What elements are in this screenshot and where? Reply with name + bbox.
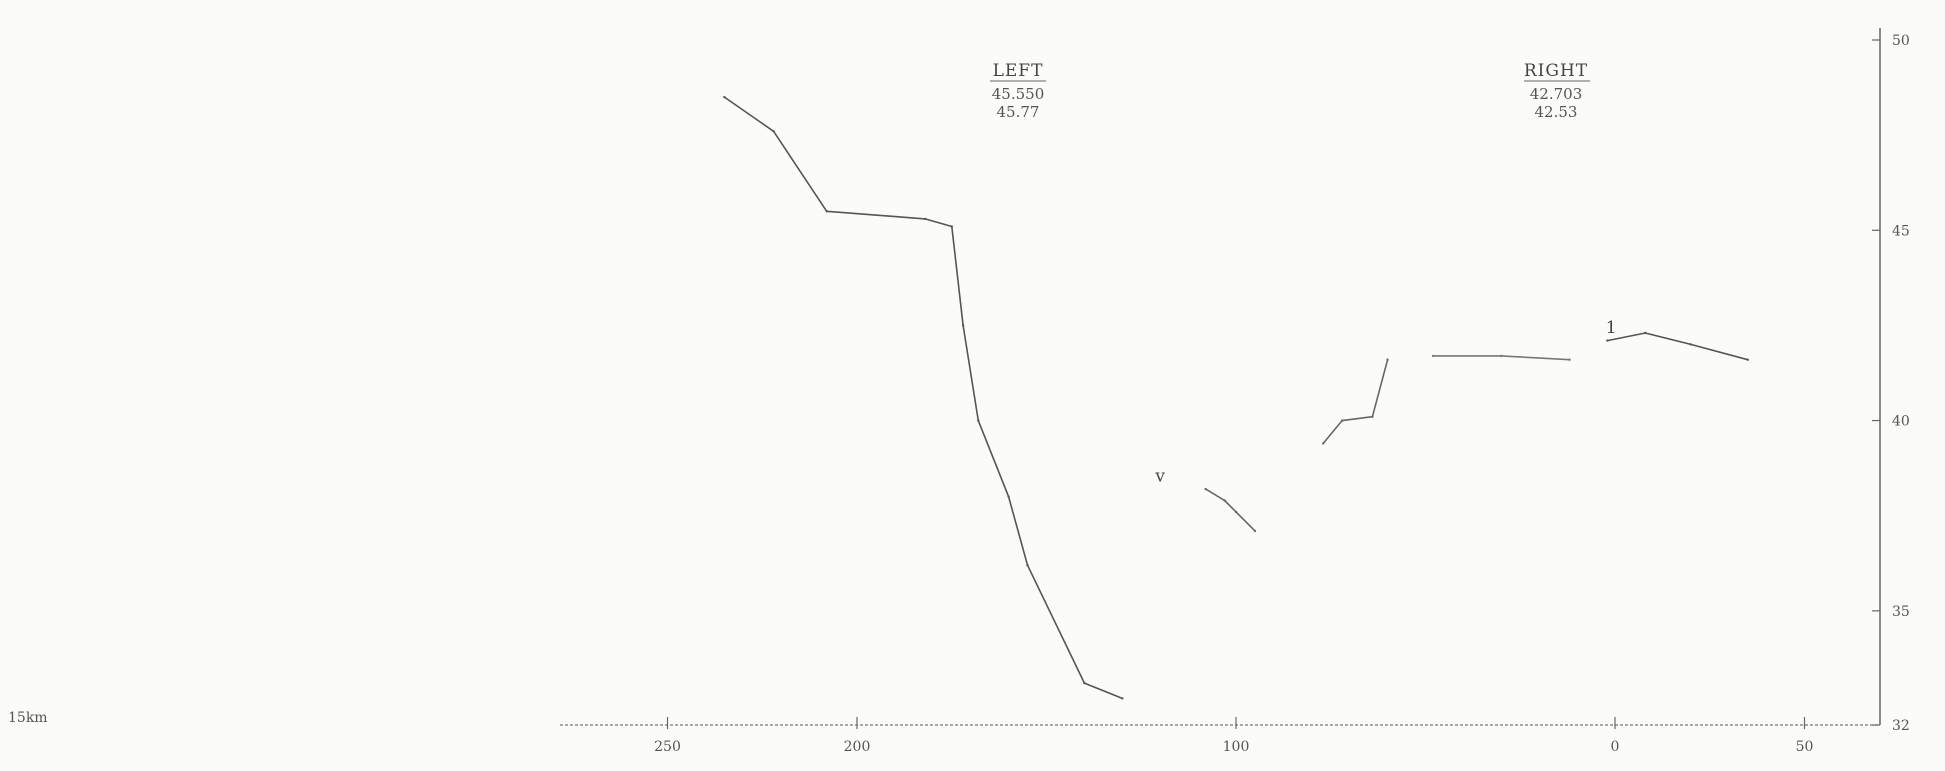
annotation-layer: v1 <box>1154 318 1616 486</box>
y-tick-label: 35 <box>1892 604 1910 620</box>
series-point <box>1371 415 1374 418</box>
series-point <box>950 225 953 228</box>
y-tick-label: 50 <box>1892 33 1910 49</box>
series-point <box>1500 354 1503 358</box>
x-tick-label: 0 <box>1611 739 1620 755</box>
x-tick-label: 100 <box>1223 739 1250 755</box>
legend-left-value-1: 45.550 <box>992 85 1045 103</box>
series-point <box>1606 339 1609 342</box>
x-tick-label: 250 <box>654 739 681 755</box>
series-point <box>1340 419 1344 422</box>
annotation-label: v <box>1154 466 1165 486</box>
legend-left-value-2: 45.77 <box>997 103 1040 121</box>
series-point <box>1234 510 1238 514</box>
x-ticks: 250 200 100 0 50 <box>654 717 1813 755</box>
legend-right-value-2: 42.53 <box>1535 103 1578 121</box>
series-point <box>1007 495 1010 498</box>
series-point <box>1223 499 1226 502</box>
legend-left: LEFT 45.550 45.77 <box>990 61 1046 121</box>
x-tick-label: 200 <box>844 739 871 755</box>
series-point <box>1568 358 1571 361</box>
series-point <box>924 217 927 221</box>
series-point <box>1121 697 1124 700</box>
series-layer <box>723 95 1749 700</box>
series-line-2 <box>1204 488 1256 532</box>
y-tick-label: 40 <box>1892 414 1910 430</box>
series-point <box>1026 564 1029 567</box>
series-point <box>1431 354 1435 358</box>
axes <box>560 28 1881 726</box>
corner-scale-label: 15km <box>8 710 48 726</box>
series-point <box>961 324 965 327</box>
series-point <box>1204 487 1207 491</box>
series-point <box>1386 358 1389 361</box>
legend-right-title: RIGHT <box>1524 61 1588 81</box>
series-line-3 <box>1322 358 1389 445</box>
series-line-5 <box>1606 332 1749 361</box>
legend-left-title: LEFT <box>993 61 1044 81</box>
series-point <box>825 210 828 213</box>
annotation-label: 1 <box>1606 318 1617 338</box>
series-point <box>1689 343 1693 346</box>
series-point <box>1322 442 1325 445</box>
series-point <box>1253 529 1257 533</box>
series-point <box>1746 358 1749 361</box>
y-tick-label: 45 <box>1892 223 1910 239</box>
series-point <box>1644 331 1647 335</box>
series-point <box>772 130 775 133</box>
series-line-1 <box>723 96 1124 700</box>
y-tick-label: 32 <box>1892 718 1910 734</box>
y-ticks: 50 45 40 35 32 <box>1872 33 1910 734</box>
x-tick-label: 50 <box>1796 739 1814 755</box>
series-point <box>977 419 980 422</box>
series-point <box>1083 681 1086 685</box>
series-point <box>723 95 726 99</box>
legend-right: RIGHT 42.703 42.53 <box>1524 61 1590 121</box>
legend-right-value-1: 42.703 <box>1530 85 1583 103</box>
